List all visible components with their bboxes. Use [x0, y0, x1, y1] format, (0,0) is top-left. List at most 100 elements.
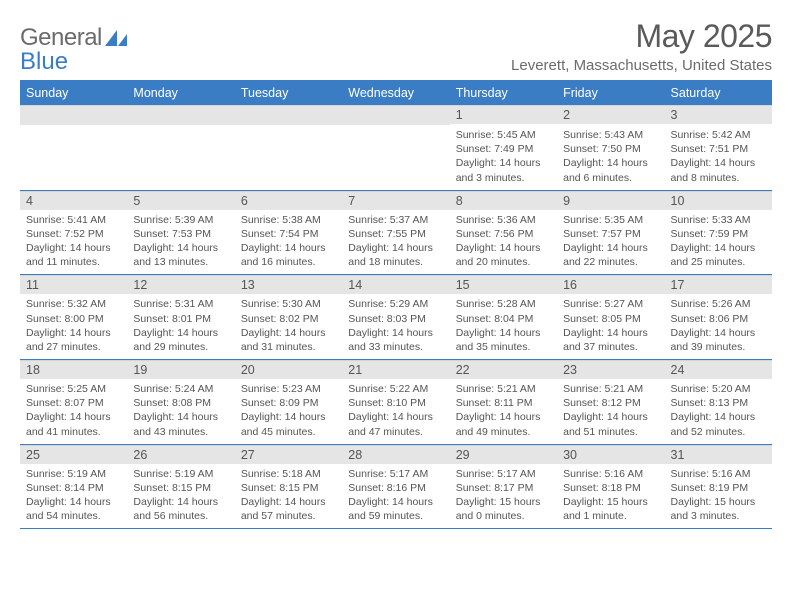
day-info-line: Sunrise: 5:21 AM	[563, 382, 658, 396]
day-info: Sunrise: 5:19 AMSunset: 8:14 PMDaylight:…	[20, 464, 127, 529]
day-number: 26	[127, 445, 234, 464]
day-number: 11	[20, 275, 127, 294]
day-info-line: and 20 minutes.	[456, 255, 551, 269]
day-info-line: Sunset: 8:01 PM	[133, 312, 228, 326]
day-info-line: Sunrise: 5:24 AM	[133, 382, 228, 396]
day-info-line: and 43 minutes.	[133, 425, 228, 439]
day-number: 31	[665, 445, 772, 464]
logo: General	[20, 18, 129, 52]
day-info-line: and 18 minutes.	[348, 255, 443, 269]
day-number: 29	[450, 445, 557, 464]
day-number	[235, 105, 342, 125]
day-info-line: Sunset: 8:17 PM	[456, 481, 551, 495]
day-info: Sunrise: 5:33 AMSunset: 7:59 PMDaylight:…	[665, 210, 772, 275]
day-info	[235, 125, 342, 181]
day-info-line: Sunset: 7:59 PM	[671, 227, 766, 241]
day-info-line: Sunrise: 5:31 AM	[133, 297, 228, 311]
day-info-line: Sunrise: 5:41 AM	[26, 213, 121, 227]
day-info-line: Sunrise: 5:27 AM	[563, 297, 658, 311]
day-info: Sunrise: 5:39 AMSunset: 7:53 PMDaylight:…	[127, 210, 234, 275]
day-number: 1	[450, 105, 557, 124]
day-number: 24	[665, 360, 772, 379]
day-info: Sunrise: 5:21 AMSunset: 8:11 PMDaylight:…	[450, 379, 557, 444]
day-info-line: Sunset: 8:16 PM	[348, 481, 443, 495]
day-info-line: Sunrise: 5:28 AM	[456, 297, 551, 311]
day-info-line: Sunrise: 5:37 AM	[348, 213, 443, 227]
day-info: Sunrise: 5:35 AMSunset: 7:57 PMDaylight:…	[557, 210, 664, 275]
day-info-line: Sunset: 8:04 PM	[456, 312, 551, 326]
day-info-line: Sunrise: 5:16 AM	[563, 467, 658, 481]
day-info: Sunrise: 5:24 AMSunset: 8:08 PMDaylight:…	[127, 379, 234, 444]
day-info-line: Sunset: 8:05 PM	[563, 312, 658, 326]
day-number: 7	[342, 191, 449, 210]
week-info-row: Sunrise: 5:32 AMSunset: 8:00 PMDaylight:…	[20, 294, 772, 359]
day-info: Sunrise: 5:20 AMSunset: 8:13 PMDaylight:…	[665, 379, 772, 444]
day-info	[20, 125, 127, 181]
day-info: Sunrise: 5:37 AMSunset: 7:55 PMDaylight:…	[342, 210, 449, 275]
day-info-line: Sunset: 8:00 PM	[26, 312, 121, 326]
day-info-line: Sunset: 7:57 PM	[563, 227, 658, 241]
day-info-line: Sunset: 7:55 PM	[348, 227, 443, 241]
week-info-row: Sunrise: 5:45 AMSunset: 7:49 PMDaylight:…	[20, 125, 772, 190]
day-number: 20	[235, 360, 342, 379]
day-info-line: Daylight: 15 hours	[671, 495, 766, 509]
logo-sail-icon	[105, 30, 127, 46]
title-block: May 2025 Leverett, Massachusetts, United…	[511, 18, 772, 74]
day-info-line: Sunrise: 5:45 AM	[456, 128, 551, 142]
day-info-line: Daylight: 14 hours	[241, 241, 336, 255]
day-info-line: Sunset: 8:07 PM	[26, 396, 121, 410]
day-header: Sunday	[20, 81, 127, 106]
day-info-line: Sunrise: 5:17 AM	[456, 467, 551, 481]
day-info-line: Daylight: 14 hours	[456, 156, 551, 170]
day-info-line: Sunrise: 5:19 AM	[26, 467, 121, 481]
day-number: 17	[665, 275, 772, 294]
day-info-line: and 47 minutes.	[348, 425, 443, 439]
day-info: Sunrise: 5:17 AMSunset: 8:16 PMDaylight:…	[342, 464, 449, 529]
day-info-line: and 54 minutes.	[26, 509, 121, 523]
day-number: 27	[235, 445, 342, 464]
day-info-line: and 39 minutes.	[671, 340, 766, 354]
day-info-line: Daylight: 14 hours	[133, 410, 228, 424]
day-info-line: and 0 minutes.	[456, 509, 551, 523]
day-info-line: Sunrise: 5:35 AM	[563, 213, 658, 227]
day-info: Sunrise: 5:30 AMSunset: 8:02 PMDaylight:…	[235, 294, 342, 359]
day-number	[342, 105, 449, 125]
day-info-line: Daylight: 14 hours	[26, 410, 121, 424]
day-info-line: and 49 minutes.	[456, 425, 551, 439]
day-number	[127, 105, 234, 125]
week-info-row: Sunrise: 5:19 AMSunset: 8:14 PMDaylight:…	[20, 464, 772, 529]
day-info-line: Sunset: 8:12 PM	[563, 396, 658, 410]
day-info-line: Daylight: 14 hours	[563, 241, 658, 255]
day-info-line: Sunrise: 5:42 AM	[671, 128, 766, 142]
day-info: Sunrise: 5:43 AMSunset: 7:50 PMDaylight:…	[557, 125, 664, 190]
day-info-line: and 6 minutes.	[563, 171, 658, 185]
day-header: Wednesday	[342, 81, 449, 106]
day-info-line: Daylight: 14 hours	[671, 410, 766, 424]
day-info-line: Daylight: 14 hours	[241, 326, 336, 340]
day-info-line: Daylight: 14 hours	[456, 326, 551, 340]
day-info-line: Sunset: 7:54 PM	[241, 227, 336, 241]
week-daynum-row: 25262728293031	[20, 444, 772, 464]
day-info-line: Sunset: 8:10 PM	[348, 396, 443, 410]
day-info-line: and 1 minute.	[563, 509, 658, 523]
day-info-line: Sunrise: 5:26 AM	[671, 297, 766, 311]
calendar-table: Sunday Monday Tuesday Wednesday Thursday…	[20, 80, 772, 529]
day-info: Sunrise: 5:42 AMSunset: 7:51 PMDaylight:…	[665, 125, 772, 190]
day-info-line: and 22 minutes.	[563, 255, 658, 269]
day-info-line: Sunset: 8:13 PM	[671, 396, 766, 410]
day-info-line: Daylight: 14 hours	[348, 241, 443, 255]
day-info-line: Daylight: 15 hours	[456, 495, 551, 509]
day-info-line: and 11 minutes.	[26, 255, 121, 269]
day-info-line: Sunset: 8:09 PM	[241, 396, 336, 410]
day-info-line: and 59 minutes.	[348, 509, 443, 523]
day-info: Sunrise: 5:32 AMSunset: 8:00 PMDaylight:…	[20, 294, 127, 359]
day-info-line: Sunset: 7:56 PM	[456, 227, 551, 241]
day-info: Sunrise: 5:16 AMSunset: 8:18 PMDaylight:…	[557, 464, 664, 529]
day-info: Sunrise: 5:31 AMSunset: 8:01 PMDaylight:…	[127, 294, 234, 359]
day-info-line: Sunset: 7:49 PM	[456, 142, 551, 156]
day-number: 22	[450, 360, 557, 379]
day-header: Monday	[127, 81, 234, 106]
day-info-line: Sunrise: 5:20 AM	[671, 382, 766, 396]
day-number: 3	[665, 105, 772, 124]
day-info-line: Sunset: 7:50 PM	[563, 142, 658, 156]
